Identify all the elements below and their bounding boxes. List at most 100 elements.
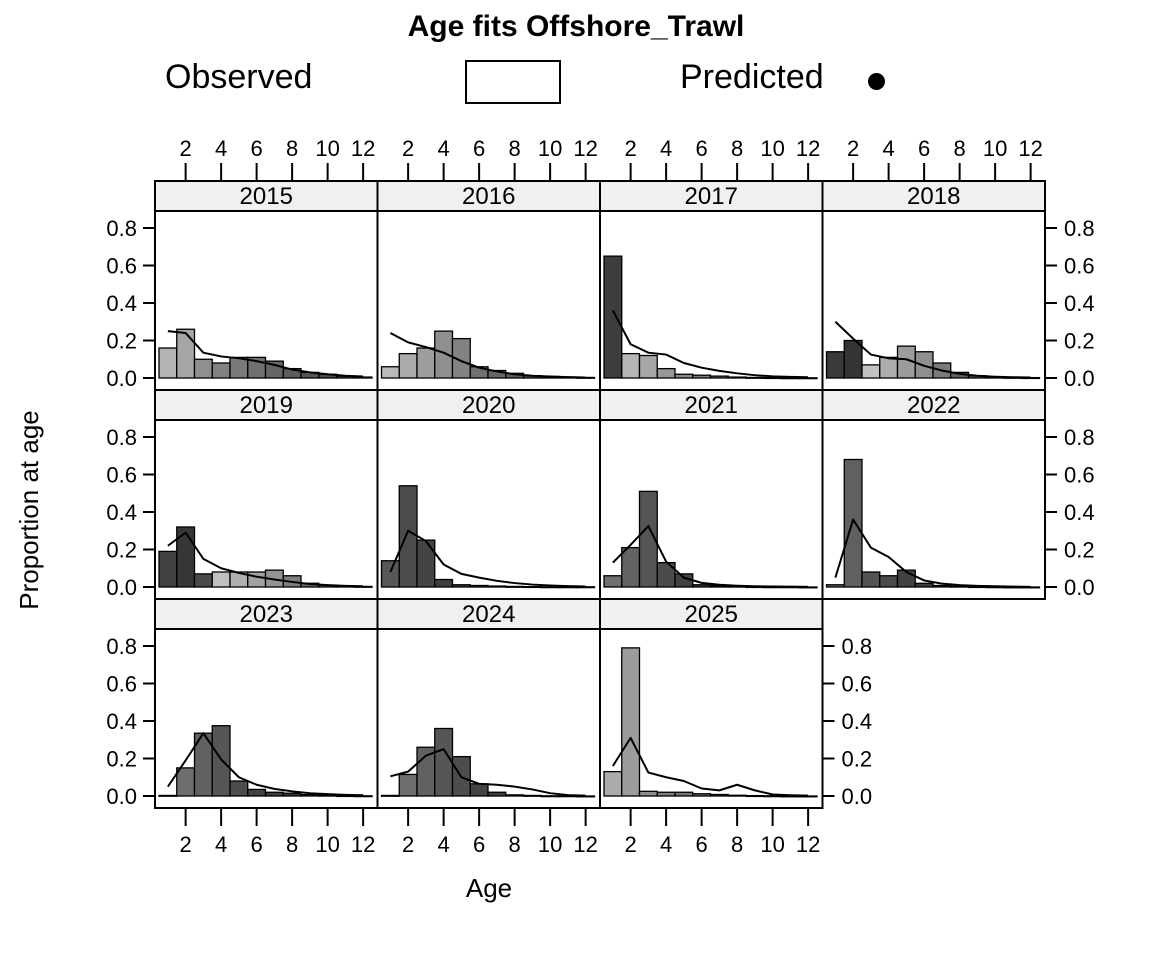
x-tick-label: 2 (625, 136, 637, 161)
x-tick-label: 12 (796, 136, 820, 161)
predicted-line (390, 748, 586, 797)
observed-bar-age-1 (603, 575, 623, 588)
panel-strip (599, 180, 824, 212)
observed-bar-age-4 (434, 727, 454, 797)
observed-bar-age-7 (709, 375, 729, 379)
y-tick-label: 0.0 (1064, 575, 1095, 600)
panel-strip (599, 389, 824, 421)
x-tick-label: 10 (760, 832, 784, 857)
x-tick-label: 6 (473, 136, 485, 161)
panel-strip (821, 389, 1046, 421)
observed-bar-age-3 (416, 539, 436, 588)
observed-bar-age-4 (879, 356, 899, 379)
y-tick-label: 0.2 (106, 329, 137, 354)
x-tick-label: 10 (760, 136, 784, 161)
observed-bar-age-8 (505, 585, 525, 588)
y-tick-label: 0.4 (106, 500, 137, 525)
y-tick-label: 0.6 (1064, 463, 1095, 488)
y-tick-label: 0.8 (1064, 216, 1095, 241)
observed-bar-age-9 (522, 794, 542, 797)
observed-bar-age-5 (451, 337, 471, 379)
strip-year-label: 2020 (462, 392, 515, 419)
observed-bar-age-6 (692, 584, 712, 588)
observed-bar-age-1 (380, 560, 400, 588)
observed-bar-age-4 (656, 367, 676, 379)
observed-bar-age-2 (843, 458, 863, 588)
panel-strip (599, 598, 824, 630)
predicted-line (167, 531, 364, 588)
observed-bar-age-12 (576, 795, 596, 798)
x-tick-label: 4 (215, 136, 227, 161)
y-tick-label: 0.6 (1064, 254, 1095, 279)
observed-bar-age-5 (674, 373, 694, 379)
observed-bar-age-2 (398, 773, 418, 797)
observed-bar-age-9 (522, 585, 542, 589)
observed-bar-age-3 (193, 358, 213, 379)
observed-bar-age-7 (487, 585, 507, 588)
observed-bar-age-12 (798, 377, 818, 380)
x-tick-label: 2 (625, 832, 637, 857)
observed-bar-age-4 (879, 575, 899, 588)
predicted-line (834, 321, 1031, 379)
observed-bar-age-12 (353, 376, 373, 379)
observed-bar-age-2 (621, 546, 641, 588)
observed-bar-age-6 (692, 793, 712, 797)
x-tick-label: 10 (538, 136, 562, 161)
x-tick-label: 10 (538, 832, 562, 857)
y-tick-label: 0.2 (106, 747, 137, 772)
predicted-line (167, 330, 364, 378)
y-tick-label: 0.8 (106, 634, 137, 659)
x-tick-label: 8 (286, 832, 298, 857)
x-tick-label: 6 (696, 136, 708, 161)
x-tick-label: 8 (954, 136, 966, 161)
observed-bar-age-1 (825, 351, 845, 379)
panel-2015: 2015 (154, 180, 379, 391)
panel-2022: 2022 (821, 389, 1046, 600)
observed-bar-age-4 (656, 791, 676, 797)
observed-bar-age-3 (861, 364, 881, 379)
y-tick-label: 0.2 (1064, 538, 1095, 563)
strip-year-label: 2021 (685, 392, 738, 419)
x-axis-title: Age (466, 873, 512, 903)
panel-2020: 2020 (376, 389, 601, 600)
y-tick-label: 0.0 (106, 784, 137, 809)
x-tick-label: 12 (573, 832, 597, 857)
observed-bar-age-10 (763, 795, 783, 798)
observed-bar-age-10 (540, 795, 560, 798)
x-tick-label: 10 (315, 136, 339, 161)
x-tick-label: 8 (286, 136, 298, 161)
observed-bar-age-8 (282, 792, 302, 797)
observed-bar-age-9 (745, 376, 765, 379)
y-tick-label: 0.8 (106, 425, 137, 450)
observed-bar-age-8 (727, 794, 747, 797)
panel-2023: 2023 (154, 598, 379, 809)
observed-bar-age-3 (416, 347, 436, 379)
x-tick-label: 2 (402, 832, 414, 857)
y-tick-label: 0.2 (106, 538, 137, 563)
y-tick-label: 0.2 (842, 747, 873, 772)
strip-year-label: 2022 (907, 392, 960, 419)
strip-year-label: 2015 (240, 183, 293, 210)
x-tick-label: 4 (660, 136, 672, 161)
strip-year-label: 2016 (462, 183, 515, 210)
observed-bar-age-1 (380, 794, 400, 797)
observed-bar-swatch-icon (465, 60, 561, 104)
predicted-line (611, 310, 809, 379)
observed-bar-age-3 (638, 790, 658, 797)
observed-bar-age-3 (416, 746, 436, 797)
y-axis-title: Proportion at age (14, 410, 44, 609)
x-tick-label: 12 (573, 136, 597, 161)
predicted-line (834, 518, 1031, 588)
observed-bar-age-6 (692, 374, 712, 379)
x-tick-label: 2 (847, 136, 859, 161)
x-tick-label: 12 (1018, 136, 1042, 161)
observed-bar-age-12 (353, 795, 373, 798)
y-tick-label: 0.0 (106, 575, 137, 600)
x-tick-label: 8 (731, 832, 743, 857)
observed-bar-age-3 (193, 573, 213, 588)
observed-bar-age-6 (469, 584, 489, 588)
strip-year-label: 2018 (907, 183, 960, 210)
observed-bar-age-3 (638, 354, 658, 379)
legend-observed-label: Observed (165, 58, 313, 96)
